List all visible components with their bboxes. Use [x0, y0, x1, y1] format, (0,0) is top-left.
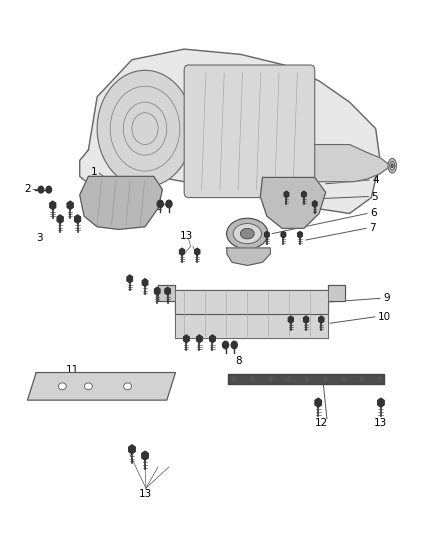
Text: 5: 5: [371, 191, 378, 201]
Polygon shape: [265, 231, 269, 238]
Circle shape: [38, 186, 44, 193]
Polygon shape: [176, 290, 328, 338]
Polygon shape: [312, 201, 317, 207]
Circle shape: [305, 377, 309, 381]
Polygon shape: [288, 316, 293, 323]
Polygon shape: [260, 177, 325, 228]
Polygon shape: [378, 398, 384, 407]
Text: 8: 8: [235, 356, 242, 366]
Circle shape: [324, 377, 327, 381]
Ellipse shape: [390, 161, 395, 170]
Circle shape: [157, 200, 163, 208]
Text: 13: 13: [180, 231, 193, 241]
Text: 1: 1: [91, 167, 97, 176]
Text: 9: 9: [383, 293, 390, 303]
Polygon shape: [74, 215, 81, 223]
Polygon shape: [165, 287, 170, 295]
Polygon shape: [284, 191, 289, 198]
Polygon shape: [302, 191, 306, 198]
Text: 4: 4: [373, 175, 379, 185]
Polygon shape: [28, 373, 176, 400]
Polygon shape: [142, 279, 148, 286]
Polygon shape: [127, 275, 132, 282]
Polygon shape: [197, 335, 202, 343]
Polygon shape: [67, 201, 73, 209]
Text: 12: 12: [314, 418, 328, 428]
Polygon shape: [319, 316, 324, 323]
Polygon shape: [180, 248, 184, 255]
Polygon shape: [129, 445, 135, 454]
Text: 11: 11: [66, 365, 79, 375]
Circle shape: [269, 377, 272, 381]
Polygon shape: [315, 398, 321, 407]
Ellipse shape: [97, 70, 193, 187]
Polygon shape: [315, 144, 391, 182]
Ellipse shape: [388, 158, 396, 173]
Polygon shape: [281, 231, 286, 238]
Polygon shape: [210, 335, 215, 343]
Text: 13: 13: [139, 489, 152, 499]
Polygon shape: [80, 49, 380, 214]
Ellipse shape: [240, 228, 254, 239]
Polygon shape: [57, 215, 63, 223]
Polygon shape: [298, 231, 302, 238]
Polygon shape: [304, 316, 308, 323]
Circle shape: [287, 377, 291, 381]
Circle shape: [223, 341, 229, 349]
Polygon shape: [80, 176, 162, 229]
Text: 13: 13: [374, 418, 387, 428]
Polygon shape: [158, 285, 345, 314]
Text: 7: 7: [369, 223, 376, 233]
Text: 3: 3: [36, 233, 43, 244]
Polygon shape: [155, 287, 160, 295]
Ellipse shape: [58, 383, 66, 390]
Ellipse shape: [124, 383, 131, 390]
Polygon shape: [195, 248, 200, 255]
FancyBboxPatch shape: [184, 65, 315, 198]
Text: 2: 2: [155, 201, 161, 212]
Circle shape: [231, 341, 237, 349]
Polygon shape: [142, 451, 148, 460]
Text: 10: 10: [378, 312, 391, 322]
Text: 6: 6: [370, 208, 377, 219]
Circle shape: [342, 377, 345, 381]
Ellipse shape: [226, 218, 268, 249]
Circle shape: [378, 377, 382, 381]
Circle shape: [251, 377, 254, 381]
Polygon shape: [184, 335, 189, 343]
Polygon shape: [227, 248, 270, 265]
Ellipse shape: [391, 164, 393, 167]
Polygon shape: [50, 201, 56, 209]
Circle shape: [46, 186, 52, 193]
Ellipse shape: [233, 223, 261, 244]
Ellipse shape: [85, 383, 92, 390]
Text: 2: 2: [24, 183, 31, 193]
Circle shape: [233, 377, 236, 381]
Circle shape: [360, 377, 364, 381]
Circle shape: [166, 200, 172, 208]
